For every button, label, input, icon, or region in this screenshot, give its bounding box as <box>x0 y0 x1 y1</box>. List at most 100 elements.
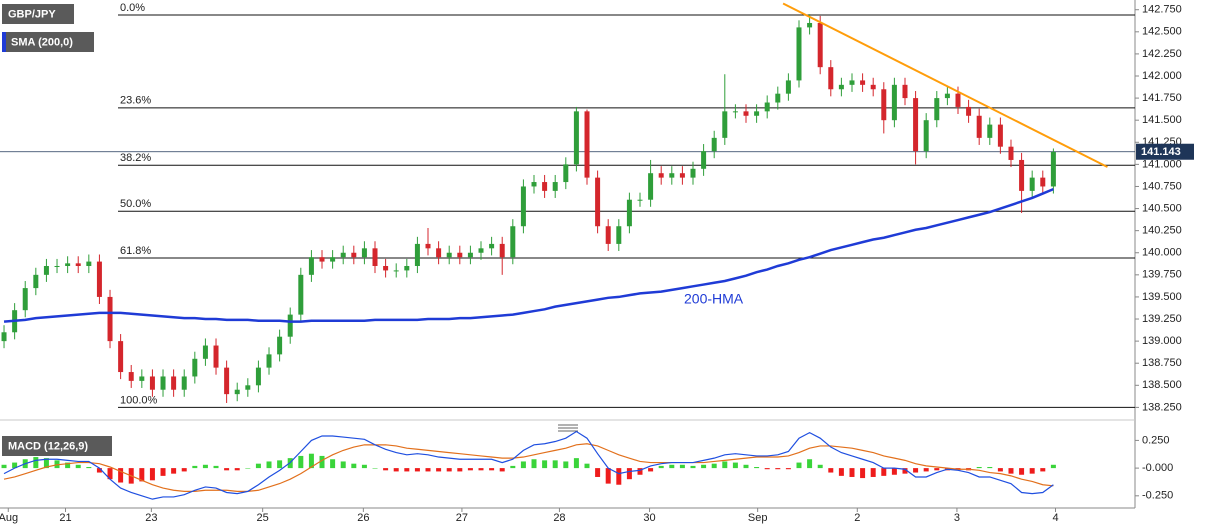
histogram-bar <box>732 462 738 469</box>
histogram-bar <box>361 464 367 469</box>
y-tick-label: 139.500 <box>1142 291 1182 303</box>
candle-body <box>351 252 357 258</box>
histogram-bar <box>913 468 919 473</box>
candle-body <box>1040 177 1046 187</box>
histogram-bar <box>414 468 420 472</box>
candle-body <box>457 252 463 258</box>
histogram-bar <box>86 467 92 469</box>
histogram-bar <box>775 468 781 470</box>
y-tick-label: 139.750 <box>1142 269 1182 281</box>
histogram-bar <box>817 464 823 469</box>
histogram-bar <box>192 465 198 469</box>
histogram-bar <box>96 468 102 473</box>
candle-body <box>584 111 590 178</box>
candle-body <box>711 137 717 152</box>
y-tick-label: 142.250 <box>1142 48 1182 60</box>
histogram-bar <box>245 468 251 469</box>
candle-body <box>446 252 452 258</box>
histogram-bar <box>1008 468 1014 474</box>
indicator-label: SMA (200,0) <box>11 36 73 48</box>
histogram-bar <box>520 461 526 469</box>
y-tick-label: 140.500 <box>1142 202 1182 214</box>
histogram-bar <box>499 468 505 472</box>
histogram-bar <box>584 463 590 469</box>
histogram-bar <box>213 465 219 469</box>
hma-line <box>3 187 1054 323</box>
histogram-bar <box>849 468 855 477</box>
last-price-box <box>1136 143 1194 160</box>
histogram-bar <box>224 468 230 471</box>
histogram-bar <box>1050 464 1056 469</box>
candle-body <box>531 182 537 187</box>
histogram-bar <box>33 457 39 469</box>
histogram-bar <box>658 465 664 469</box>
candle-body <box>987 124 993 138</box>
candle-body <box>404 266 410 271</box>
candle-body <box>944 93 950 99</box>
histogram-bar <box>679 464 685 469</box>
candle-body <box>361 248 367 258</box>
y-tick-label: -0.250 <box>1142 490 1173 502</box>
histogram-bar <box>478 468 484 471</box>
histogram-bar <box>764 468 770 470</box>
candle-body <box>743 111 749 116</box>
indicator-swatch <box>2 32 6 52</box>
histogram-bar <box>605 468 611 484</box>
histogram-bar <box>65 462 71 469</box>
candle-body <box>65 263 71 266</box>
candle-body <box>499 243 505 258</box>
histogram-bar <box>277 460 283 469</box>
histogram-bar <box>870 468 876 477</box>
histogram-bar <box>1040 468 1046 472</box>
candle-body <box>287 314 293 337</box>
histogram-bar <box>467 468 473 471</box>
histogram-bar <box>308 453 314 469</box>
candle-body <box>775 93 781 103</box>
x-tick-label: Aug <box>0 512 18 524</box>
histogram-bar <box>1019 468 1025 475</box>
candle-body <box>181 376 187 390</box>
histogram-bar <box>1 464 7 469</box>
histogram-bar <box>489 468 495 471</box>
y-tick-label: -0.000 <box>1142 462 1173 474</box>
candle-body <box>54 266 60 267</box>
histogram-bar <box>785 468 791 470</box>
histogram-bar <box>902 468 908 474</box>
candle-body <box>1050 152 1056 187</box>
y-tick-label: 141.500 <box>1142 114 1182 126</box>
candle-body <box>722 111 728 138</box>
x-tick-label: 21 <box>59 512 71 524</box>
histogram-bar <box>934 468 940 471</box>
hma-annotation: 200-HMA <box>684 291 744 307</box>
y-tick-label: 141.750 <box>1142 92 1182 104</box>
resize-handle[interactable] <box>558 424 578 432</box>
histogram-bar <box>12 462 18 469</box>
candle-body <box>690 168 696 178</box>
histogram-bar <box>722 461 728 469</box>
histogram-bar <box>987 467 993 469</box>
fib-label: 38.2% <box>120 152 151 164</box>
candle-body <box>573 111 579 165</box>
candle-body <box>192 358 198 377</box>
candle-body <box>807 22 813 28</box>
histogram-bar <box>881 468 887 476</box>
histogram-bar <box>701 464 707 469</box>
histogram-bar <box>139 468 145 482</box>
x-tick-label: 2 <box>854 512 860 524</box>
histogram-bar <box>298 455 304 469</box>
histogram-bar <box>711 463 717 469</box>
y-tick-label: 142.000 <box>1142 70 1182 82</box>
histogram-bar <box>743 464 749 469</box>
candle-body <box>616 226 622 244</box>
y-tick-label: 0.250 <box>1142 434 1170 446</box>
histogram-bar <box>171 468 177 474</box>
macd-label: MACD (12,26,9) <box>8 440 88 452</box>
histogram-bar <box>393 468 399 472</box>
histogram-bar <box>457 468 463 472</box>
histogram-bar <box>923 468 929 472</box>
x-tick-label: 26 <box>357 512 369 524</box>
candle-body <box>330 257 336 262</box>
histogram-bar <box>1029 468 1035 474</box>
x-tick-label: 25 <box>257 512 269 524</box>
